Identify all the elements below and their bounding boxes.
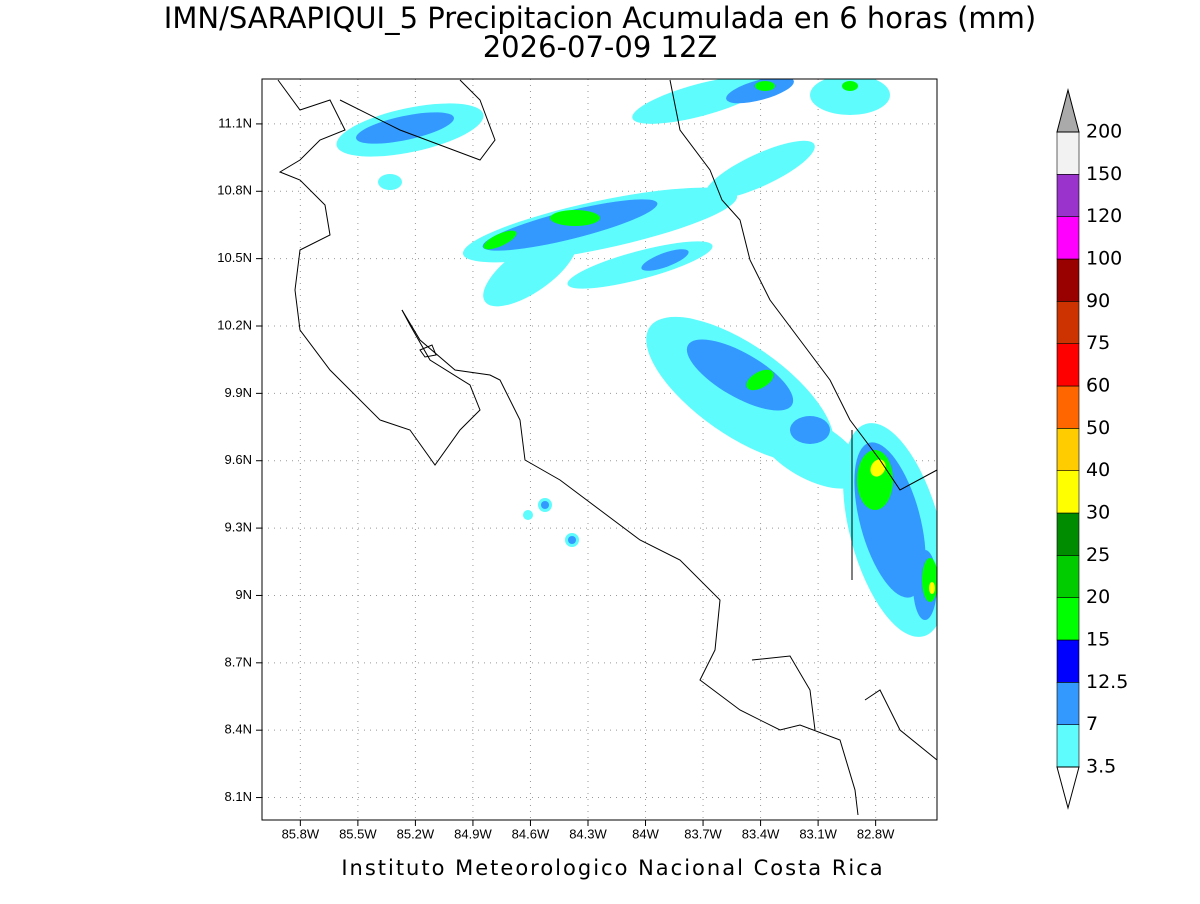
colorbar-swatch <box>1056 682 1080 725</box>
x-tick-label: 84.6W <box>512 826 550 841</box>
colorbar-label: 200 <box>1086 121 1122 143</box>
y-tick-label: 11.1N <box>218 115 252 130</box>
colorbar: 3.5 7 12.5 15 20 25 30 40 50 60 75 90 100 120 150 200 <box>1056 88 1128 810</box>
colorbar-label: 20 <box>1086 586 1110 608</box>
colorbar-label: 150 <box>1086 163 1122 185</box>
colorbar-swatch <box>1056 428 1080 471</box>
colorbar-swatch <box>1056 258 1080 302</box>
colorbar-label: 40 <box>1086 459 1110 481</box>
y-tick-label: 8.1N <box>225 789 252 804</box>
colorbar-swatch <box>1056 343 1080 387</box>
x-tick-label: 83.7W <box>684 826 722 841</box>
coastlines <box>277 79 937 816</box>
x-tick-label: 83.4W <box>742 826 780 841</box>
y-tick-label: 9.6N <box>225 452 252 467</box>
y-tick-label: 9.9N <box>225 385 252 400</box>
colorbar-label: 30 <box>1086 502 1110 524</box>
map-title: IMN/SARAPIQUI_5 Precipitacion Acumulada … <box>164 1 1036 35</box>
y-tick-label: 10.5N <box>217 250 252 265</box>
colorbar-label: 15 <box>1086 629 1110 651</box>
colorbar-label: 100 <box>1086 248 1122 270</box>
precipitation-field <box>336 79 937 637</box>
colorbar-label: 25 <box>1086 544 1110 566</box>
colorbar-swatch <box>1056 174 1080 217</box>
colorbar-swatch <box>1056 639 1080 683</box>
colorbar-label: 7 <box>1086 713 1098 735</box>
x-tick-label: 82.8W <box>857 826 895 841</box>
x-tick-label: 84.9W <box>454 826 492 841</box>
x-tick-label: 85.5W <box>339 826 377 841</box>
colorbar-swatch <box>1056 724 1080 768</box>
colorbar-swatch <box>1056 131 1080 175</box>
colorbar-swatch <box>1056 555 1080 598</box>
map-footer: Instituto Meteorologico Nacional Costa R… <box>341 856 884 880</box>
y-tick-label: 9.3N <box>225 520 252 535</box>
y-tick-label: 10.2N <box>217 317 252 332</box>
x-tick-label: 84W <box>632 826 659 841</box>
colorbar-swatch <box>1056 597 1080 641</box>
colorbar-label: 50 <box>1086 417 1110 439</box>
colorbar-label: 90 <box>1086 290 1110 312</box>
colorbar-label: 12.5 <box>1086 671 1128 693</box>
colorbar-swatch <box>1056 216 1080 260</box>
colorbar-label: 120 <box>1086 205 1122 227</box>
plot-area: 85.8W 85.5W 85.2W 84.9W 84.6W 84.3W 84W 83.7W 83… <box>217 78 938 841</box>
plot-frame <box>261 78 938 821</box>
colorbar-label: 3.5 <box>1086 756 1116 778</box>
y-tick-label: 9N <box>235 587 252 602</box>
x-tick-label: 83.1W <box>799 826 837 841</box>
axes: 85.8W 85.5W 85.2W 84.9W 84.6W 84.3W 84W 83.7W 83… <box>217 115 895 841</box>
colorbar-swatch <box>1056 301 1080 344</box>
x-tick-label: 84.3W <box>569 826 607 841</box>
y-tick-label: 10.8N <box>217 183 252 198</box>
colorbar-swatch <box>1056 512 1080 556</box>
map-subtitle: 2026-07-09 12Z <box>483 30 718 64</box>
colorbar-over <box>1056 88 1080 133</box>
colorbar-swatch <box>1056 470 1080 514</box>
colorbar-label: 75 <box>1086 332 1110 354</box>
y-tick-label: 8.4N <box>225 722 252 737</box>
x-tick-label: 85.8W <box>282 826 320 841</box>
y-tick-label: 8.7N <box>225 654 252 669</box>
colorbar-swatch <box>1056 385 1080 429</box>
x-tick-label: 85.2W <box>397 826 435 841</box>
colorbar-under <box>1056 766 1080 810</box>
colorbar-label: 60 <box>1086 375 1110 397</box>
